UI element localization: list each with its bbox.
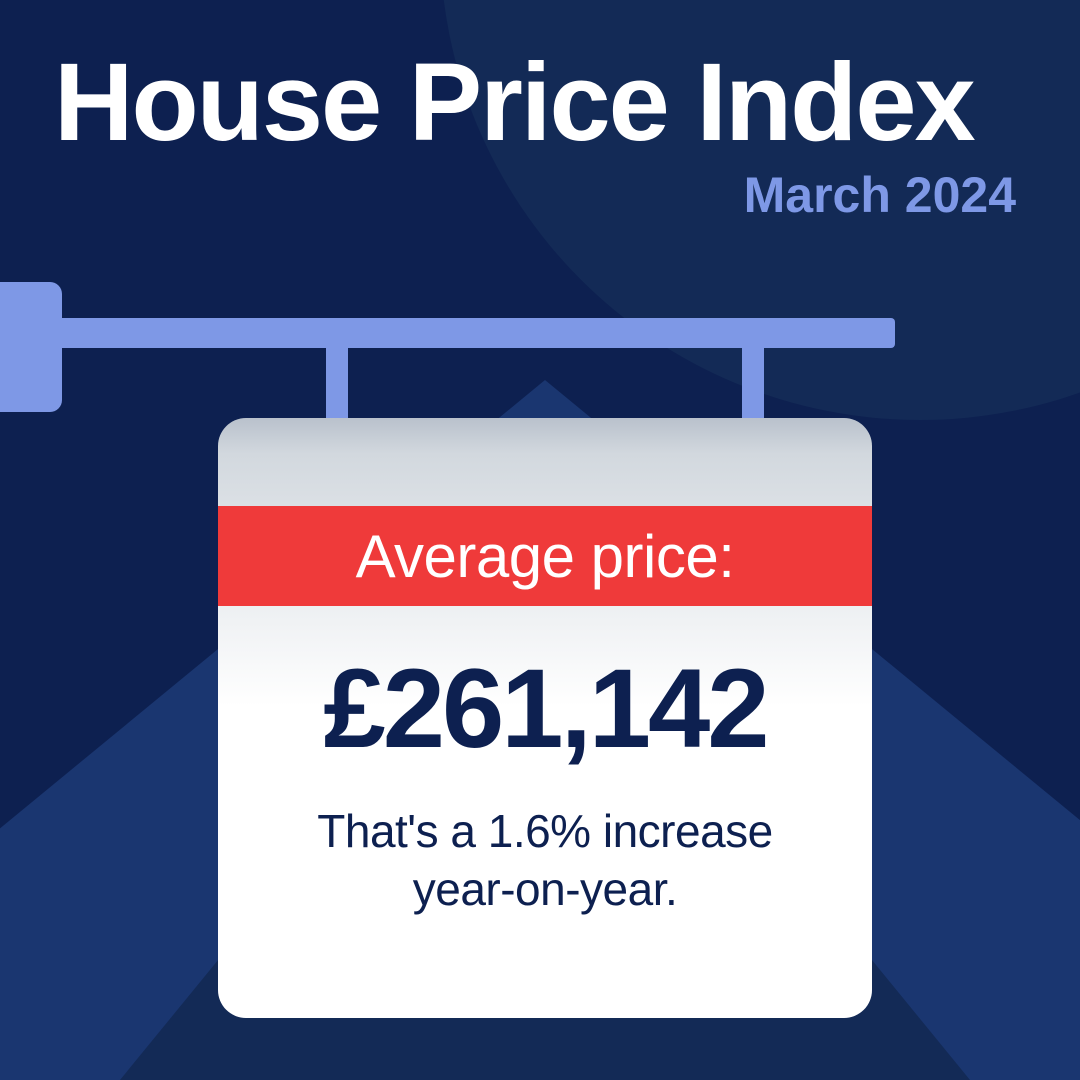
note-line-2: year-on-year. [413,863,678,915]
average-price-band: Average price: [218,506,872,606]
header: House Price Index March 2024 [54,48,1026,224]
card-top-spacer [218,418,872,506]
average-price-value: £261,142 [218,644,872,773]
page-subtitle: March 2024 [54,166,1026,224]
price-sign-card: Average price: £261,142 That's a 1.6% in… [218,418,872,1018]
signpost-arm [0,318,895,348]
note-line-1: That's a 1.6% increase [317,805,772,857]
band-label: Average price: [356,522,735,591]
page-title: House Price Index [54,48,1026,158]
yoy-note: That's a 1.6% increase year-on-year. [218,803,872,918]
